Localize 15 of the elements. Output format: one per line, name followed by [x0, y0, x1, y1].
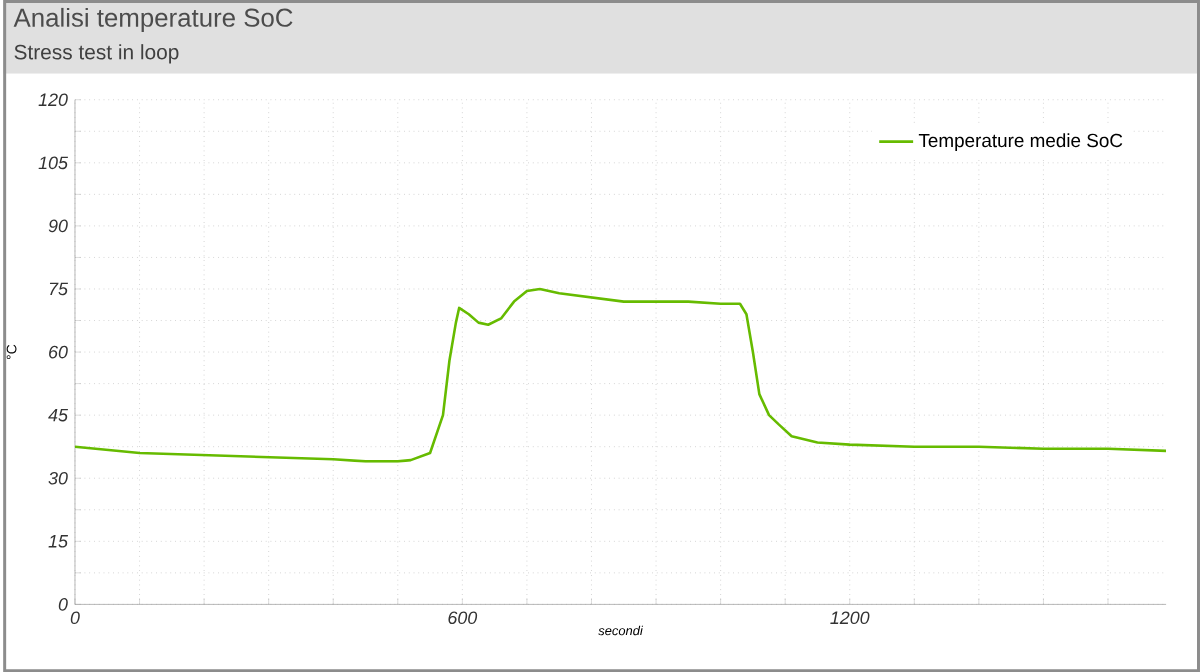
- y-tick-label: 75: [49, 282, 69, 296]
- y-tick-label: 120: [38, 93, 68, 106]
- y-tick-label: 90: [48, 219, 68, 233]
- y-tick-label: 15: [48, 534, 69, 548]
- y-tick-label: 0: [58, 597, 68, 611]
- chart-title: Analisi temperature SoC: [13, 7, 293, 32]
- y-tick-label: 30: [48, 471, 68, 485]
- y-tick-label: 60: [49, 345, 68, 359]
- x-tick-label: 1200: [830, 611, 870, 624]
- chart-subtitle: Stress test in loop: [14, 44, 179, 64]
- x-tick-label: 0: [70, 611, 80, 624]
- legend-label: Temperature medie SoC: [918, 133, 1123, 151]
- y-tick-label: 105: [38, 156, 69, 170]
- x-tick-label: 600: [448, 611, 478, 624]
- y-tick-label: 45: [48, 408, 69, 422]
